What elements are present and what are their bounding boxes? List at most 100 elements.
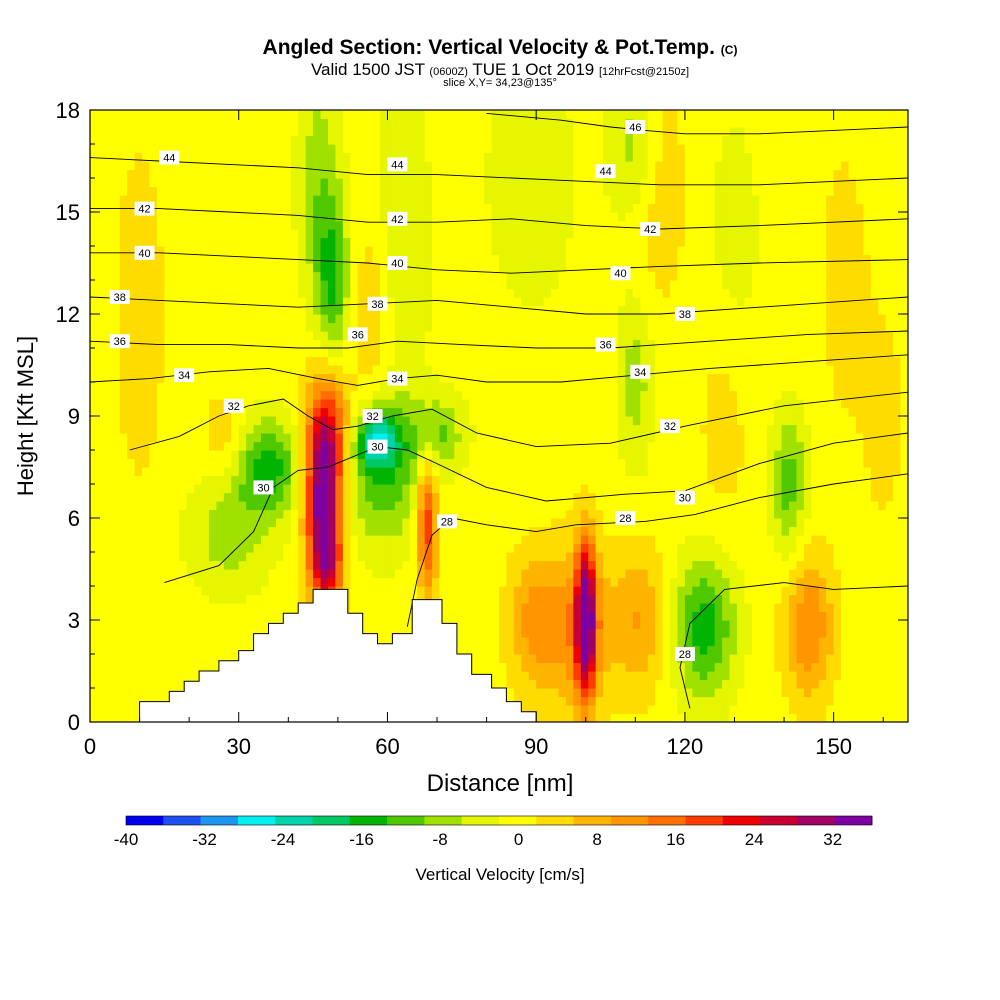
velocity-cell — [484, 348, 493, 358]
velocity-cell — [387, 331, 396, 341]
velocity-cell — [402, 348, 411, 358]
velocity-cell — [268, 458, 277, 468]
velocity-cell — [365, 365, 374, 375]
velocity-cell — [380, 492, 389, 502]
velocity-cell — [104, 662, 113, 672]
velocity-cell — [238, 161, 247, 171]
velocity-cell — [454, 518, 463, 528]
velocity-cell — [461, 220, 470, 230]
velocity-cell — [216, 441, 225, 451]
velocity-cell — [417, 152, 426, 162]
velocity-cell — [216, 178, 225, 188]
velocity-cell — [417, 560, 426, 570]
velocity-cell — [454, 212, 463, 222]
velocity-cell — [439, 509, 448, 519]
velocity-cell — [565, 662, 574, 672]
velocity-cell — [283, 518, 292, 528]
velocity-cell — [290, 509, 299, 519]
velocity-cell — [558, 399, 567, 409]
velocity-cell — [469, 280, 478, 290]
velocity-cell — [372, 178, 381, 188]
velocity-cell — [156, 297, 165, 307]
velocity-cell — [208, 161, 218, 171]
velocity-cell — [275, 220, 284, 230]
velocity-cell — [551, 118, 560, 128]
velocity-cell — [558, 314, 567, 324]
velocity-cell — [275, 297, 284, 307]
velocity-cell — [97, 679, 106, 689]
velocity-cell — [127, 705, 136, 715]
velocity-cell — [275, 246, 284, 256]
velocity-cell — [588, 560, 597, 570]
velocity-cell — [313, 322, 322, 332]
velocity-cell — [171, 501, 180, 511]
velocity-cell — [558, 280, 567, 290]
velocity-cell — [127, 314, 136, 324]
velocity-cell — [171, 416, 180, 426]
velocity-cell — [580, 433, 589, 443]
velocity-cell — [357, 246, 366, 256]
velocity-cell — [246, 433, 255, 443]
velocity-cell — [424, 509, 433, 519]
velocity-cell — [104, 118, 113, 128]
velocity-cell — [439, 169, 448, 179]
velocity-cell — [119, 611, 128, 621]
velocity-cell — [439, 118, 448, 128]
velocity-cell — [513, 127, 522, 137]
velocity-cell — [253, 356, 262, 366]
velocity-cell — [461, 161, 470, 171]
velocity-cell — [551, 696, 560, 706]
velocity-cell — [528, 356, 537, 366]
velocity-cell — [536, 705, 545, 715]
velocity-cell — [208, 654, 218, 664]
velocity-cell — [439, 441, 448, 451]
velocity-cell — [394, 237, 403, 247]
velocity-cell — [565, 382, 574, 392]
velocity-cell — [171, 203, 180, 213]
velocity-cell — [119, 645, 128, 655]
velocity-cell — [246, 560, 255, 570]
velocity-cell — [506, 688, 515, 698]
velocity-cell — [461, 169, 470, 179]
velocity-cell — [208, 433, 218, 443]
velocity-cell — [402, 552, 411, 562]
velocity-cell — [350, 144, 359, 154]
velocity-cell — [402, 118, 411, 128]
velocity-cell — [476, 441, 485, 451]
velocity-cell — [97, 399, 106, 409]
velocity-cell — [320, 458, 329, 468]
velocity-cell — [164, 603, 173, 613]
velocity-cell — [372, 424, 381, 434]
velocity-cell — [253, 475, 262, 485]
velocity-cell — [164, 390, 173, 400]
velocity-cell — [394, 288, 403, 298]
velocity-cell — [446, 152, 455, 162]
velocity-cell — [499, 441, 508, 451]
velocity-cell — [186, 399, 195, 409]
velocity-cell — [275, 594, 284, 604]
velocity-cell — [104, 552, 113, 562]
velocity-cell — [104, 390, 113, 400]
velocity-cell — [268, 399, 277, 409]
velocity-cell — [134, 518, 143, 528]
velocity-cell — [327, 348, 336, 358]
velocity-cell — [499, 220, 508, 230]
velocity-cell — [275, 569, 284, 579]
velocity-cell — [201, 620, 210, 630]
velocity-cell — [461, 526, 470, 536]
velocity-cell — [290, 458, 299, 468]
velocity-cell — [342, 237, 351, 247]
velocity-cell — [454, 637, 463, 647]
velocity-cell — [186, 407, 195, 417]
velocity-cell — [402, 152, 411, 162]
velocity-cell — [543, 297, 552, 307]
velocity-cell — [603, 611, 612, 621]
velocity-cell — [134, 586, 143, 596]
velocity-cell — [119, 271, 128, 281]
velocity-cell — [179, 229, 188, 239]
velocity-cell — [231, 186, 240, 196]
velocity-cell — [365, 492, 374, 502]
velocity-cell — [484, 569, 493, 579]
velocity-cell — [506, 526, 515, 536]
velocity-cell — [156, 356, 165, 366]
